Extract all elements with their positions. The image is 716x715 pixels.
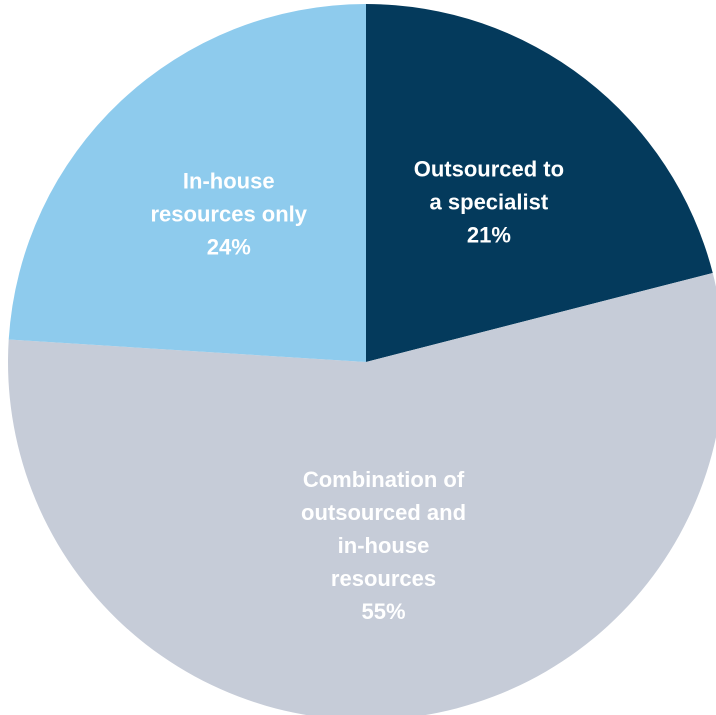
slice-label-line: outsourced and	[301, 500, 466, 525]
pie-slice-1	[366, 4, 713, 362]
slice-value-label: 21%	[467, 222, 511, 247]
slice-label-line: Outsourced to	[414, 156, 564, 181]
slice-label-line: in-house	[338, 533, 430, 558]
pie-slice-2	[8, 272, 716, 715]
slice-label-3: In-house resources only 24%	[151, 169, 308, 260]
slice-label-line: resources	[331, 566, 436, 591]
slice-label-line: Combination of	[303, 467, 465, 492]
slice-label-2: Combination of outsourced and in-house reso…	[301, 467, 466, 624]
slice-label-line: resources only	[151, 202, 308, 227]
slice-label-line: In-house	[183, 169, 275, 194]
slice-label-1: Outsourced to a specialist 21%	[414, 156, 564, 247]
pie-slice-3	[8, 4, 367, 362]
slice-label-line: a specialist	[430, 189, 549, 214]
slice-value-label: 55%	[361, 599, 405, 624]
slice-value-label: 24%	[207, 235, 251, 260]
